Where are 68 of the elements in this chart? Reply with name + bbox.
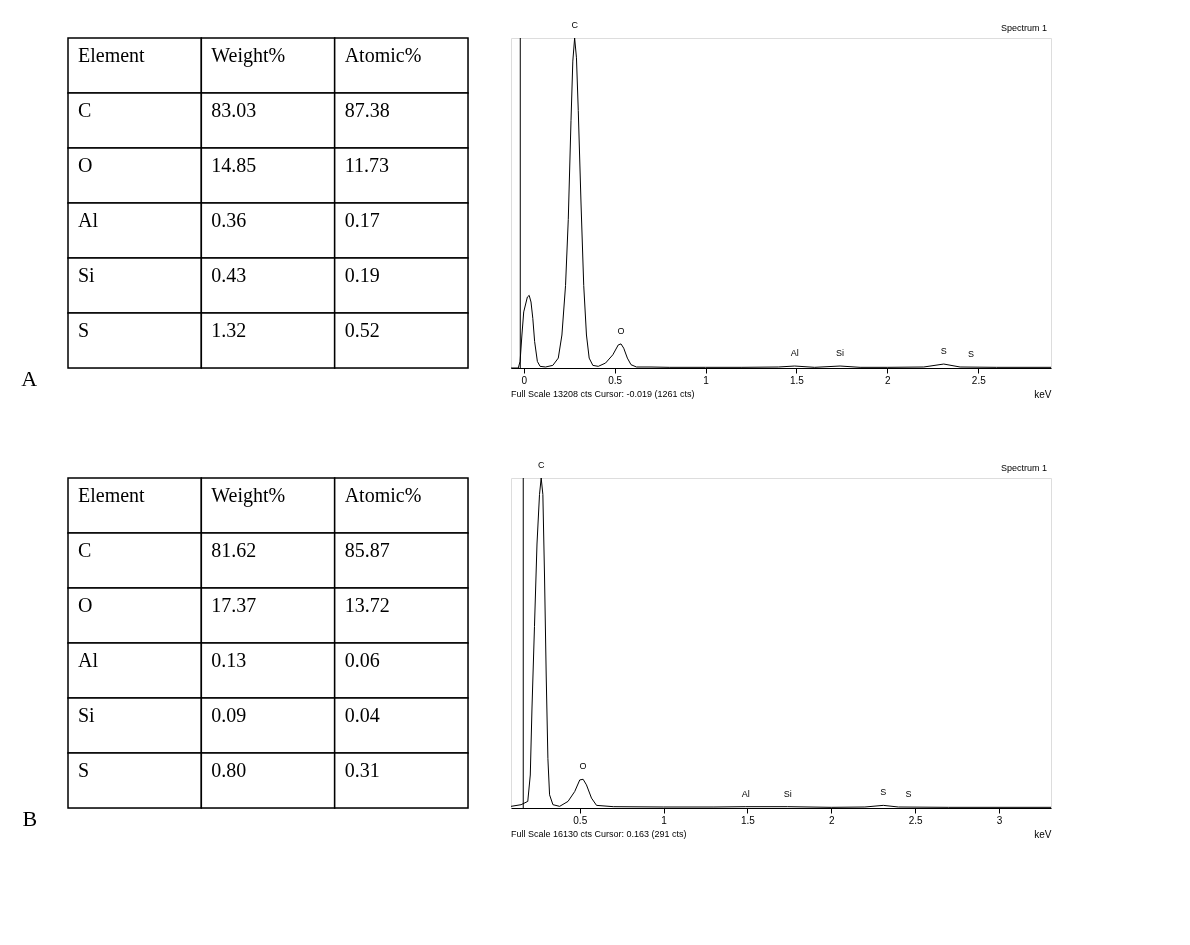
text: 0.43 [211,264,247,286]
annotation: Si [836,348,845,359]
category-label: Al [78,649,98,671]
text: 81.62 [211,539,257,561]
x-tick-label: 2.5 [971,374,987,386]
text: 0.04 [344,704,380,726]
text: 0.06 [344,649,380,671]
annotation: Si [783,788,792,799]
x-tick-label: 1 [703,374,710,386]
category-label: Weight% [211,484,286,507]
annotation: C [571,20,579,30]
text: 1.32 [211,319,247,341]
annotation: S [967,349,975,360]
text: Spectrum 1 [1000,463,1047,473]
text: 11.73 [344,154,389,176]
x-tick-label: 1.5 [741,814,756,826]
text: 0.13 [211,649,247,671]
text: 0.36 [211,209,247,231]
x-axis-title: keV [1034,828,1052,840]
category-label: Si [78,704,95,726]
category-label: S [78,319,90,341]
annotation: O [579,761,587,772]
x-axis-title: keV [1034,388,1052,400]
text: Spectrum 1 [1000,23,1047,33]
text: 0.31 [344,759,380,781]
text: A [21,365,38,391]
text: Element [78,484,146,506]
text: 14.85 [211,154,257,176]
text: 17.37 [211,594,257,616]
text: 0.09 [211,704,247,726]
x-tick-label: 0 [521,374,528,386]
category-label: C [78,539,92,561]
x-tick-label: 2 [829,814,836,826]
text: Full Scale 13208 cts Cursor: -0.019 (1261 cts) [511,389,695,399]
annotation: S [905,789,912,800]
category-label: C [78,99,92,121]
text: Full Scale 16130 cts Cursor: 0.163 (291 cts) [511,829,687,839]
x-tick-label: 1.5 [790,374,805,386]
category-label: Atomic% [344,44,422,66]
x-tick-label: 0.5 [608,374,623,386]
annotation: S [940,346,947,357]
category-label: Atomic% [344,484,422,506]
annotation: C [537,460,545,470]
text: 83.03 [211,99,257,121]
text: 0.19 [344,264,380,286]
x-tick-label: 1 [661,814,668,826]
text: 13.72 [344,594,390,616]
text: Element [78,44,146,66]
category-label: O [78,594,93,616]
category-label: Al [78,209,98,231]
category-label: Si [78,264,95,286]
x-tick-label: 2.5 [908,814,924,826]
x-tick-label: 2 [885,374,892,386]
annotation: Al [741,788,750,799]
x-tick-label: 3 [996,814,1003,826]
text: 0.80 [211,759,247,781]
category-label: O [78,154,93,176]
text: B [22,805,38,831]
annotation: S [880,787,887,798]
category-label: Weight% [211,44,286,67]
annotation: Al [790,348,799,359]
category-label: S [78,759,90,781]
text: 87.38 [344,99,390,121]
text: 0.17 [344,209,380,231]
text: 85.87 [344,539,390,561]
x-tick-label: 0.5 [573,814,588,826]
annotation: O [617,325,625,336]
text: 0.52 [344,319,380,341]
